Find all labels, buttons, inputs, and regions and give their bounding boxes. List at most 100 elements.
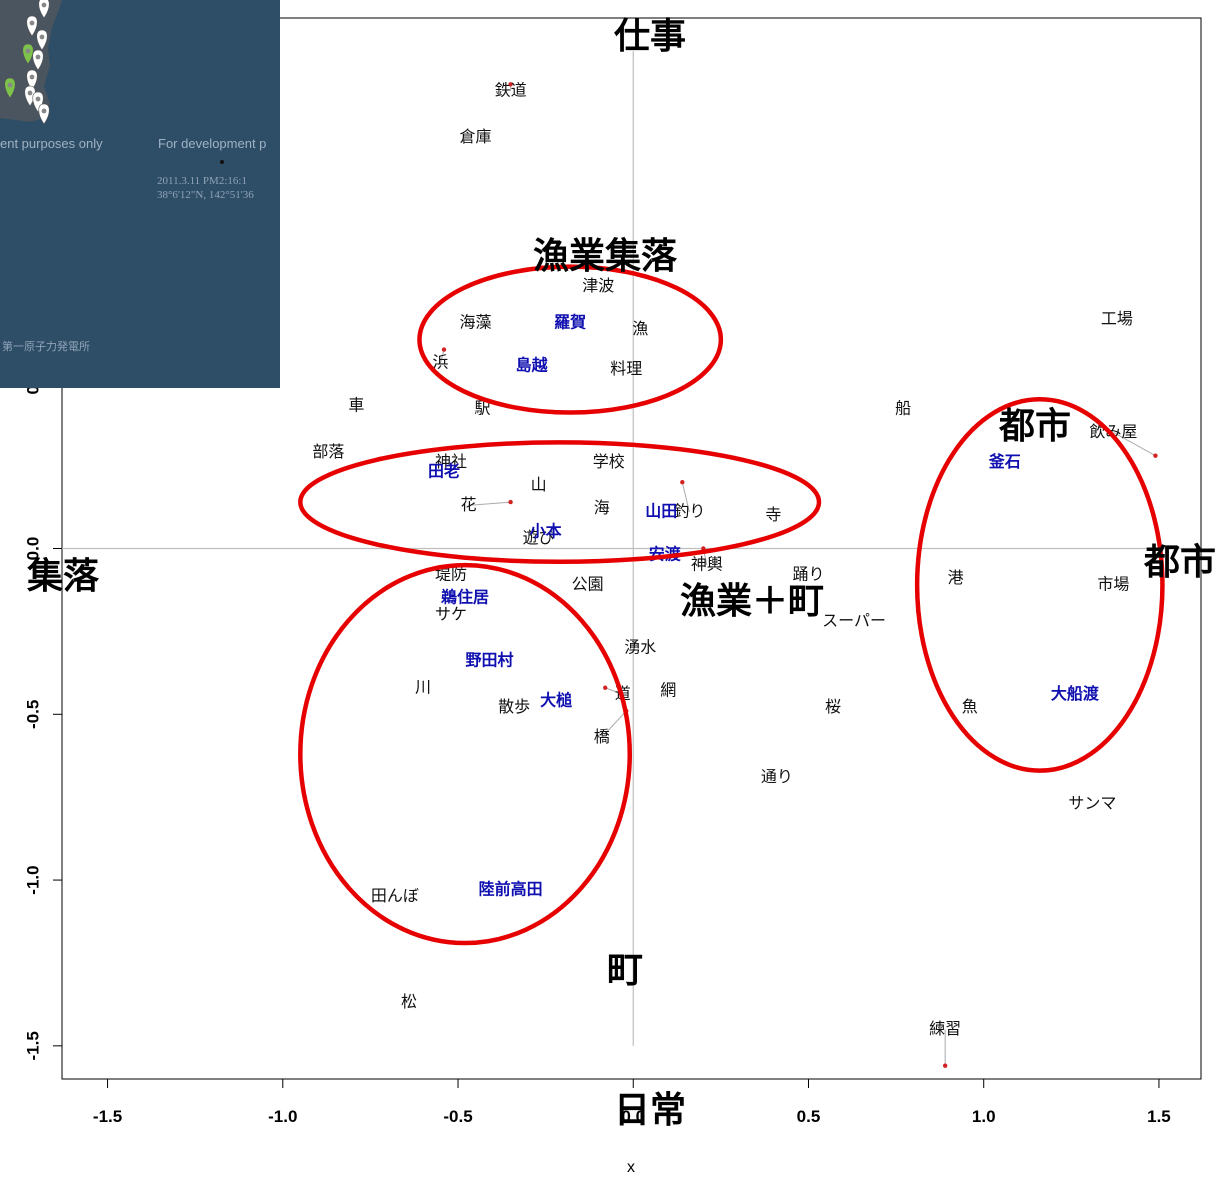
- x-tick-label: -0.5: [443, 1107, 472, 1126]
- word-label: 駅: [475, 399, 491, 418]
- word-label: 船: [895, 399, 911, 418]
- place-label: 羅賀: [554, 313, 586, 332]
- word-label: 倉庫: [460, 127, 492, 146]
- cluster-ellipse: [914, 397, 1165, 773]
- map-pin-icon: [38, 103, 50, 125]
- word-labels: 鉄道倉庫津波海藻 漁浜 料理車駅船飲み屋部落神社 学校山花海釣り 寺遊び神輿踊り港市場堤…: [312, 80, 1137, 1037]
- word-label: 網: [660, 681, 676, 700]
- label-bottom: 日常: [614, 1090, 686, 1131]
- map-pin-dot: [39, 34, 45, 40]
- map-pin-dot: [41, 108, 47, 114]
- word-label: 学校: [593, 452, 625, 471]
- word-label: 漁: [632, 319, 648, 338]
- word-label: スーパー: [822, 611, 886, 630]
- place-label: 野田村: [466, 651, 514, 670]
- map-pin-dot: [35, 96, 41, 102]
- data-point: [508, 82, 513, 87]
- leader-line: [681, 482, 690, 513]
- word-label: サンマ: [1068, 793, 1116, 812]
- label-left: 集落: [26, 556, 100, 597]
- y-tick-label: -0.5: [23, 700, 42, 729]
- word-label: 山: [531, 475, 547, 494]
- x-tick-label: 1.5: [1147, 1107, 1171, 1126]
- word-label: 川: [415, 677, 431, 696]
- x-tick-label: 0.5: [797, 1107, 821, 1126]
- word-label: 湧水: [624, 637, 656, 656]
- inset-watermark-right: For development p: [158, 136, 266, 151]
- word-label: サケ: [435, 604, 467, 623]
- data-point: [508, 499, 513, 505]
- word-label: 田んぼ: [371, 886, 419, 905]
- map-pin-icon: [38, 0, 50, 19]
- data-point: [942, 1063, 948, 1068]
- word-label: 橋: [594, 727, 610, 746]
- map-pin-icon: [32, 49, 44, 71]
- word-label: 寺: [765, 505, 781, 524]
- cluster-ellipse: [417, 264, 724, 415]
- inset-plant-label: 第一原子力発電所: [2, 339, 90, 353]
- word-label: 松: [401, 992, 417, 1011]
- cluster-ellipse: [298, 440, 822, 565]
- cluster-ellipse: [298, 562, 632, 946]
- word-label: 魚: [962, 697, 978, 716]
- word-label: 堤防: [435, 565, 467, 584]
- place-label: 釜石: [988, 452, 1021, 471]
- place-label: 小本: [530, 521, 562, 540]
- word-label: 神社: [435, 452, 467, 471]
- map-pin-dot: [27, 90, 33, 96]
- y-tick-label: 0.0: [23, 537, 42, 561]
- map-pin-icon: [26, 15, 38, 37]
- data-point: [441, 347, 447, 352]
- word-label: 浜: [432, 352, 448, 371]
- word-label: 釣り: [673, 502, 705, 521]
- map-pin-dot: [7, 82, 13, 88]
- place-label: 大船渡: [1051, 684, 1100, 703]
- map-pin-dot: [35, 54, 41, 60]
- label-town: 町: [607, 950, 643, 991]
- place-label: 大槌: [540, 691, 572, 710]
- data-point: [680, 479, 685, 485]
- word-label: 通り: [761, 767, 793, 786]
- y-tick-label: -1.0: [23, 865, 42, 894]
- data-point: [1153, 453, 1158, 458]
- label-right: 都市: [1143, 542, 1216, 583]
- inset-coords: 38°6'12"N, 142°51'36: [157, 189, 254, 201]
- place-label: 鵜住居: [440, 588, 489, 607]
- map-pin-icon: [4, 77, 16, 99]
- epicenter-marker: [220, 160, 224, 164]
- data-point: [603, 685, 608, 690]
- word-label: 鉄道: [495, 80, 527, 99]
- word-label: 海藻: [460, 313, 492, 332]
- axes: -1.5-1.0-0.50.00.51.01.5-1.5-1.0-0.50.00…: [23, 17, 1202, 1126]
- label-city: 都市: [998, 406, 1071, 447]
- leader-line: [468, 501, 511, 506]
- word-label: 神輿: [691, 555, 723, 574]
- y-tick-label: -1.5: [23, 1031, 42, 1060]
- x-tick-label: -1.5: [93, 1107, 122, 1126]
- leader-line: [1113, 432, 1156, 457]
- word-label: 港: [948, 568, 964, 587]
- word-label: 花: [461, 495, 477, 514]
- x-tick-label: -1.0: [268, 1107, 297, 1126]
- inset-markers: [4, 0, 50, 125]
- word-label: 桜: [825, 697, 841, 716]
- place-label: 田老: [428, 462, 460, 481]
- inset-map: ent purposes only For development p 2011…: [0, 0, 280, 388]
- word-label: 練習: [929, 1019, 961, 1038]
- label-fishing-town: 漁業＋町: [680, 581, 824, 622]
- inset-land: [0, 0, 62, 122]
- word-label: 車: [348, 395, 364, 414]
- label-fishing-village: 漁業集落: [533, 236, 678, 277]
- x-tick-label: 0.0: [621, 1107, 645, 1126]
- inset-watermark-left: ent purposes only: [0, 136, 103, 151]
- word-label: 津波: [582, 276, 614, 295]
- label-top: 仕事: [614, 16, 686, 57]
- leader-line: [601, 710, 627, 738]
- place-label: 陸前高田: [479, 880, 543, 899]
- map-pin-dot: [41, 2, 47, 8]
- map-pin-icon: [36, 29, 48, 51]
- place-label: 山田: [645, 502, 677, 521]
